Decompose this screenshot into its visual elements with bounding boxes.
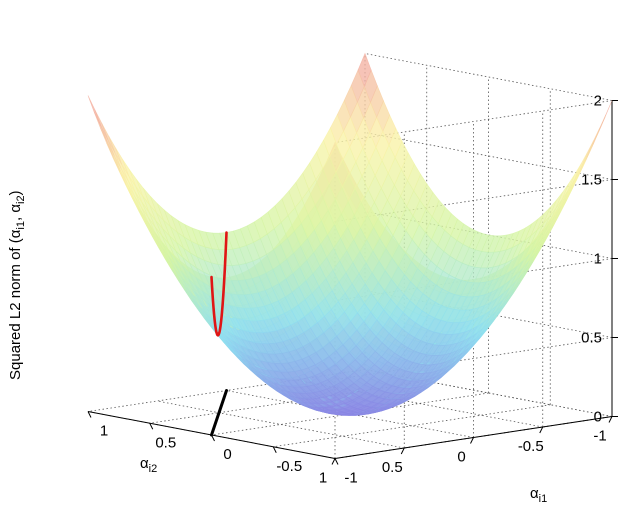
y-tick-label: -0.5 — [518, 438, 544, 455]
y-tick-label: 0 — [457, 449, 465, 466]
z-tick-label: 0.5 — [581, 330, 602, 347]
y-tick-mark — [400, 447, 405, 455]
surface-mesh — [87, 52, 613, 416]
x-tick-label: 0 — [223, 446, 231, 463]
y-tick-mark — [470, 437, 474, 444]
norm-curve — [210, 231, 228, 337]
z-tick-label: 2 — [594, 93, 602, 110]
z-axis-label: Squared L2 norm of (αi1, αi2) — [7, 190, 27, 380]
y-tick-label: 1 — [319, 470, 327, 487]
x-tick-mark — [334, 458, 339, 465]
x-tick-label: 1 — [100, 423, 108, 440]
grid-line — [273, 404, 551, 448]
constraint-line — [210, 389, 228, 437]
series-lines — [210, 231, 228, 437]
y-tick-label: -1 — [593, 428, 606, 445]
y-axis-label: αi2 — [140, 455, 157, 475]
grid-line — [364, 53, 613, 101]
y-tick-mark — [539, 426, 544, 434]
z-tick-label: 1 — [594, 251, 602, 268]
y-tick-mark — [331, 458, 336, 465]
z-tick-label: 0 — [594, 409, 602, 426]
x-tick-label: -0.5 — [276, 458, 302, 475]
x-tick-mark — [272, 446, 277, 453]
z-tick-label: 1.5 — [581, 172, 602, 189]
x-tick-label: 0.5 — [155, 434, 176, 451]
x-tick-mark — [149, 423, 154, 430]
x-axis-label: αi1 — [530, 485, 547, 505]
y-tick-label: 0.5 — [382, 459, 403, 476]
surface-patch — [87, 95, 102, 127]
y-tick-mark — [608, 416, 613, 423]
surface-patch — [101, 123, 116, 153]
tick-labels: 0 0.5 1 1.5 2 -1 -0.5 0 0.5 1 -1 -0.5 0 0.5 1 — [100, 93, 607, 487]
x-tick-label: -1 — [344, 470, 357, 487]
x-tick-mark — [87, 411, 92, 418]
